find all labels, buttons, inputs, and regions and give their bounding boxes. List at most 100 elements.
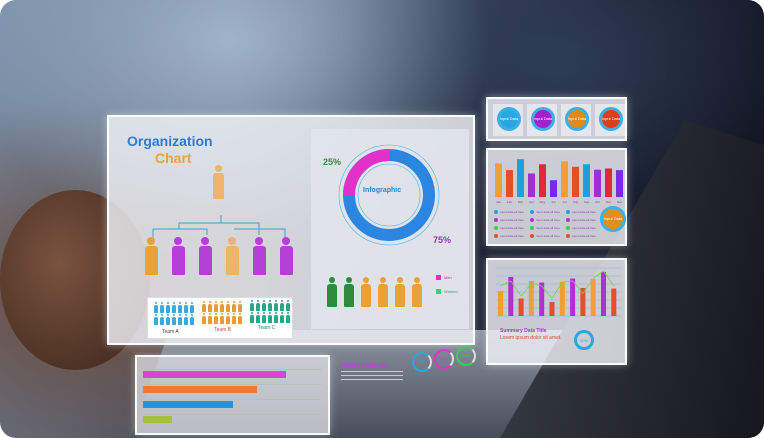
legend-text: Input data all here [536,210,561,214]
legend-dot [494,210,498,214]
infographic-person [378,277,388,307]
person-body [238,304,242,313]
month-label: Aug [572,200,579,204]
team-member [160,314,164,326]
person-body [145,246,158,275]
month-bar [594,169,601,197]
person-head [274,312,277,315]
team-b-label: Team B [214,327,231,333]
team-member [268,312,272,324]
combo-line [500,270,615,300]
person-head [172,314,175,317]
person-body [286,303,290,312]
person-body [232,304,236,313]
team-member [250,300,254,312]
summary-ring-label: 25% [461,353,470,358]
team-member [184,302,188,314]
person-head [190,314,193,317]
person-body [214,316,218,325]
team-member [256,312,260,324]
legend-text: Input data all here [500,234,525,238]
org-person [226,237,239,275]
month-bar [550,180,557,197]
team-member [250,312,254,324]
team-member [256,300,260,312]
person-body [232,316,236,325]
team-member [232,301,236,313]
month-label: Mar [517,200,524,204]
month-label: May [539,200,546,204]
month-bar [572,166,579,197]
person-body [250,315,254,324]
legend-dot [566,210,570,214]
combo-bar [570,278,576,316]
combo-bar [539,282,545,316]
bar-track [145,369,321,370]
month-bar [605,168,612,197]
combo-ring [574,330,594,350]
team-c-label: Team C [258,325,276,331]
pct-75: 75% [433,235,452,245]
person-head [201,237,210,246]
person-head [214,313,217,316]
person-head [250,312,253,315]
person-body [268,315,272,324]
input-data-circle-label: Input Data [603,216,623,221]
month-label: Dec [616,200,623,204]
person-body [208,304,212,313]
summary-ring-label: 60% [439,356,448,361]
legend-text: Input data all here [536,234,561,238]
person-head [154,302,157,305]
person-body [172,246,185,275]
person-head [232,313,235,316]
team-member [262,312,266,324]
person-body [256,315,260,324]
person-body [172,305,176,314]
team-member [208,301,212,313]
person-head [202,301,205,304]
infographic-label: Infographic [363,187,402,194]
legend-text: Input data all here [536,218,561,222]
person-head [166,314,169,317]
bottom-bars-panel [135,355,330,435]
person-head [286,300,289,303]
legend-men: Men [444,275,452,280]
person-head [345,277,353,284]
legend-text: Input data all here [500,210,525,214]
person-head [280,312,283,315]
person-body [202,316,206,325]
bottom-bar [143,371,286,378]
person-head [282,237,291,246]
month-label: Jan [496,200,501,204]
person-body [327,284,337,307]
month-bar [616,170,623,197]
legend-text: Input data all here [572,234,597,238]
legend-dot [530,218,534,222]
org-chart-panel: Organization Chart Team A Team B Team C … [107,115,475,345]
person-head [274,300,277,303]
donut-segment-a [343,149,435,241]
person-body [395,284,405,307]
combo-chart [496,267,622,317]
person-head [220,313,223,316]
org-person [280,237,293,275]
person-body [262,303,266,312]
team-member [214,313,218,325]
infographic-box: Infographic 25% 75% Men Women [311,129,469,329]
org-person-top [213,165,225,199]
team-member [286,300,290,312]
person-head [220,301,223,304]
person-head [328,277,336,284]
monthly-bars-panel: Input Data Jan Feb Mar Apr May Jun Jul Aug Sep Oc… [486,148,627,246]
month-label: Jul [562,200,567,204]
team-member [268,300,272,312]
legend-dot [494,234,498,238]
person-body [160,305,164,314]
bar-track [145,414,321,415]
monthly-bar-chart [495,159,623,197]
month-bar [583,164,590,197]
combo-bar [518,298,524,316]
infographic-person [327,277,337,307]
month-bar [561,161,568,197]
org-person [199,237,212,275]
